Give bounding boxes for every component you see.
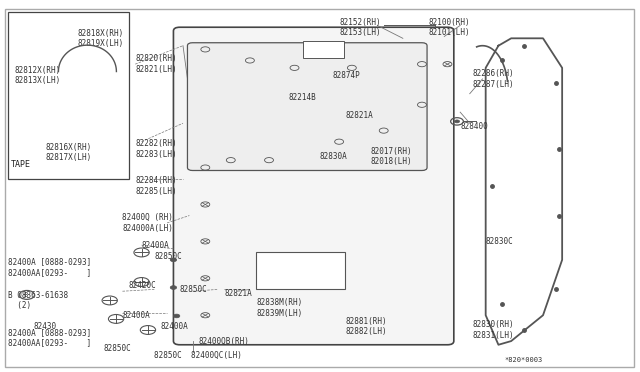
Text: 828400: 828400 [460,122,488,131]
Text: 82881(RH)
82882(LH): 82881(RH) 82882(LH) [346,317,387,336]
Text: 82214B: 82214B [288,93,316,102]
Text: 82874P: 82874P [333,71,360,80]
Text: 82400Q (RH)
824000A(LH): 82400Q (RH) 824000A(LH) [122,213,173,232]
Text: 82850C  82400QC(LH): 82850C 82400QC(LH) [154,351,242,360]
Text: 82284(RH)
82285(LH): 82284(RH) 82285(LH) [135,176,177,196]
Text: 82400A [0888-0293]
82400AA[0293-    ]: 82400A [0888-0293] 82400AA[0293- ] [8,257,91,277]
Text: 82282(RH)
82283(LH): 82282(RH) 82283(LH) [135,140,177,159]
Text: 82286(RH)
82287(LH): 82286(RH) 82287(LH) [473,69,515,89]
Circle shape [173,314,180,318]
Text: 82820(RH)
82821(LH): 82820(RH) 82821(LH) [135,54,177,74]
Text: 82812X(RH)
82813X(LH): 82812X(RH) 82813X(LH) [14,65,60,85]
Text: 82838M(RH)
82839M(LH): 82838M(RH) 82839M(LH) [256,298,303,318]
Circle shape [170,286,177,289]
Text: 82400A: 82400A [161,322,188,331]
FancyBboxPatch shape [8,13,129,179]
Text: 82830(RH)
82831(LH): 82830(RH) 82831(LH) [473,320,515,340]
Text: 82430: 82430 [33,322,56,331]
Text: 82100(RH)
82101(LH): 82100(RH) 82101(LH) [428,17,470,37]
Text: 82400A: 82400A [122,311,150,320]
FancyBboxPatch shape [303,41,344,58]
Text: 82017(RH)
82018(LH): 82017(RH) 82018(LH) [371,147,413,166]
Text: 82816X(RH)
82817X(LH): 82816X(RH) 82817X(LH) [46,143,92,163]
Text: TAPE: TAPE [11,160,31,169]
Text: 82830A: 82830A [320,152,348,161]
Text: B: B [24,292,28,298]
FancyBboxPatch shape [4,9,634,367]
Text: 82400QB(RH): 82400QB(RH) [199,337,250,346]
FancyBboxPatch shape [188,43,427,170]
Text: B 08363-61638
  (2): B 08363-61638 (2) [8,291,68,310]
Text: 82400A: 82400A [141,241,170,250]
Text: *820*0003: *820*0003 [505,356,543,363]
Text: 82821A: 82821A [225,289,252,298]
Text: 82152(RH)
82153(LH): 82152(RH) 82153(LH) [339,17,381,37]
Text: 82400A [0888-0293]
82400AA[0293-    ]: 82400A [0888-0293] 82400AA[0293- ] [8,328,91,347]
FancyBboxPatch shape [256,253,346,289]
Text: 82821A: 82821A [346,111,373,121]
Text: 82850C: 82850C [154,251,182,261]
Text: 82850C: 82850C [180,285,207,294]
Text: 82850C: 82850C [103,344,131,353]
Circle shape [454,120,460,123]
FancyBboxPatch shape [173,27,454,345]
Text: 82818X(RH)
82819X(LH): 82818X(RH) 82819X(LH) [78,29,124,48]
Text: 82830C: 82830C [486,237,513,246]
Circle shape [170,258,177,262]
Text: 82420C: 82420C [129,281,157,290]
